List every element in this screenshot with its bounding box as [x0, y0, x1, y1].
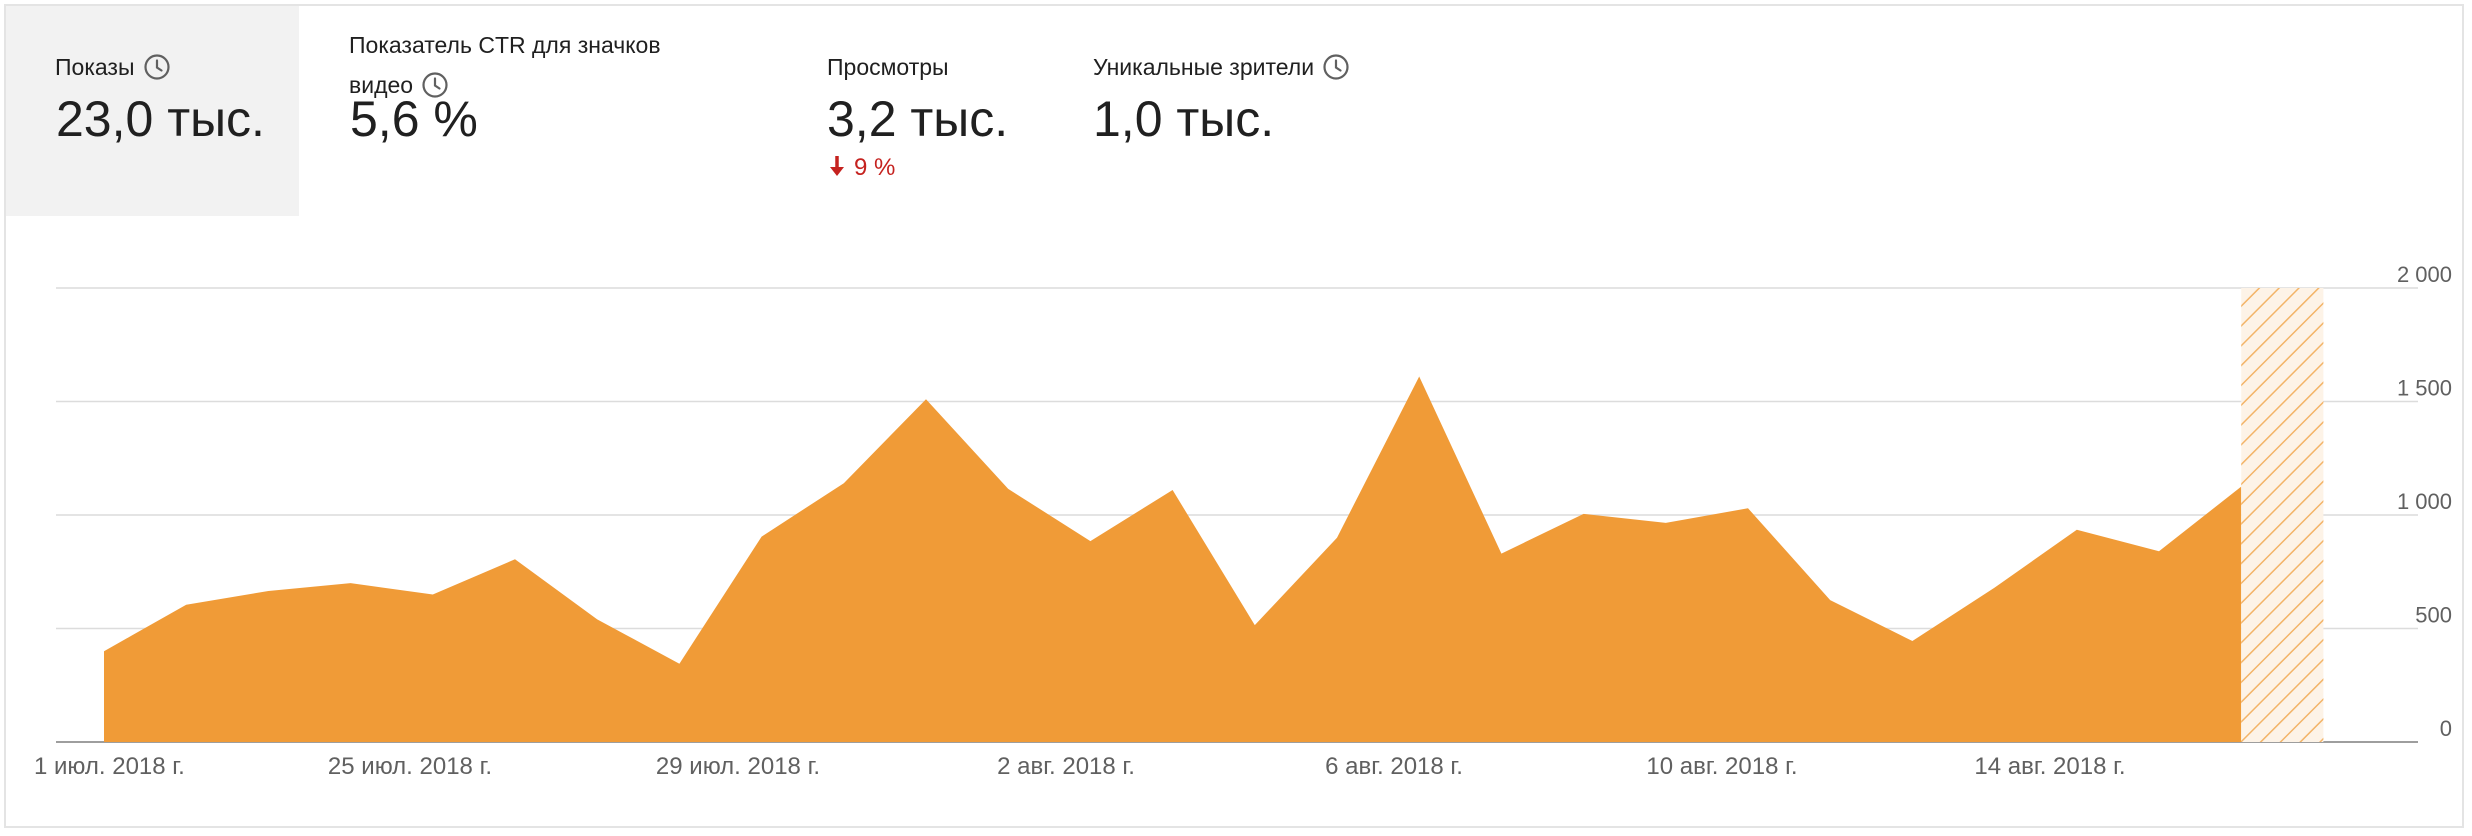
x-tick-label: 6 авг. 2018 г. — [1325, 753, 1463, 780]
metric-label-views: Просмотры — [827, 53, 949, 80]
metric-label-impressions: Показы — [55, 48, 171, 84]
y-tick-label: 2 000 — [2397, 262, 2452, 287]
metric-tab-impressions[interactable]: Показы 23,0 тыс. — [6, 6, 299, 216]
y-tick-label: 500 — [2415, 603, 2452, 628]
y-tick-label: 1 000 — [2397, 489, 2452, 514]
metric-tab-ctr[interactable]: Показатель CTR для значков видео 5,6 % — [299, 6, 779, 216]
clock-icon[interactable] — [143, 53, 171, 81]
metric-value-impressions: 23,0 тыс. — [56, 91, 265, 147]
clock-icon[interactable] — [421, 71, 449, 99]
metric-value-ctr: 5,6 % — [350, 91, 478, 147]
x-tick-label: 1 июл. 2018 г. — [34, 753, 185, 780]
x-tick-label: 29 июл. 2018 г. — [656, 753, 820, 780]
arrow-down-icon — [830, 156, 844, 176]
y-tick-label: 1 500 — [2397, 376, 2452, 401]
area-layer — [104, 288, 2324, 742]
analytics-card: Показы 23,0 тыс. Показатель CTR для знач… — [4, 4, 2464, 828]
impressions-area — [104, 376, 2242, 742]
metric-label-unique-viewers: Уникальные зрители — [1093, 48, 1350, 84]
y-axis-ticks: 0 500 1 000 1 500 2 000 — [2397, 262, 2452, 741]
x-tick-label: 14 авг. 2018 г. — [1974, 753, 2125, 780]
metric-tab-unique-viewers[interactable]: Уникальные зрители 1,0 тыс. — [1043, 6, 1443, 216]
impressions-area-chart: 0 500 1 000 1 500 2 000 1 июл. 2018 г. 25 июл… — [34, 262, 2452, 780]
metric-label-ctr: Показатель CTR для значков видео — [349, 31, 661, 99]
x-tick-label: 25 июл. 2018 г. — [328, 753, 492, 780]
metric-value-views: 3,2 тыс. — [827, 91, 1009, 147]
metric-value-unique-viewers: 1,0 тыс. — [1093, 91, 1275, 147]
clock-icon[interactable] — [1322, 53, 1350, 81]
y-tick-label: 0 — [2440, 716, 2452, 741]
x-axis-ticks: 1 июл. 2018 г. 25 июл. 2018 г. 29 июл. 201… — [34, 753, 2126, 780]
metric-delta-views: 9 % — [828, 153, 895, 183]
incomplete-data-region — [2241, 288, 2324, 742]
x-tick-label: 2 авг. 2018 г. — [997, 753, 1135, 780]
x-tick-label: 10 авг. 2018 г. — [1646, 753, 1797, 780]
metric-tab-views[interactable]: Просмотры 3,2 тыс. 9 % — [779, 6, 1043, 216]
